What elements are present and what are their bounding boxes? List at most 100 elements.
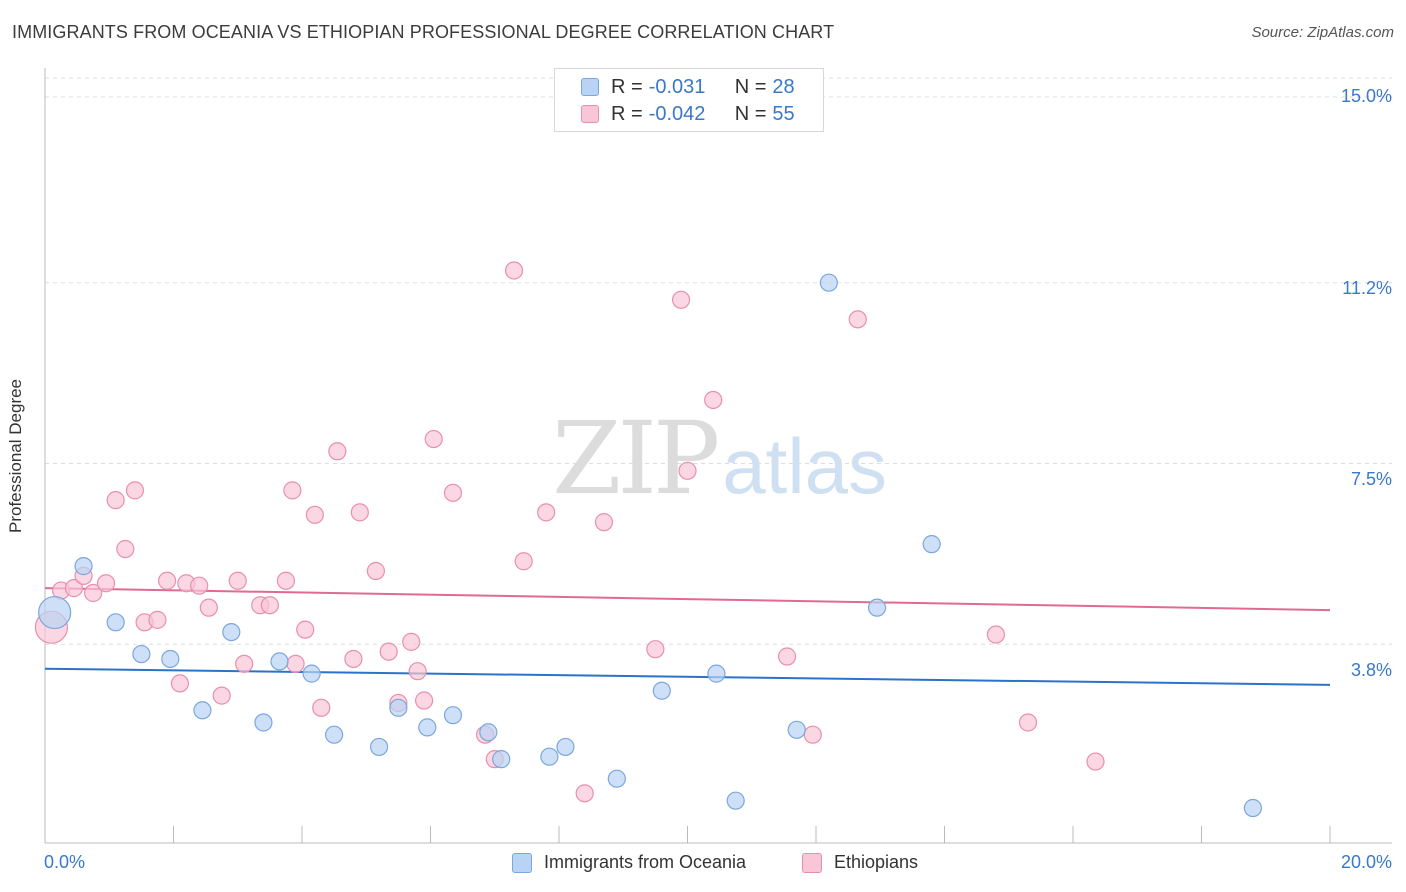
point-ethiopians xyxy=(96,574,116,593)
point-oceania xyxy=(106,613,125,632)
point-ethiopians xyxy=(212,686,231,705)
point-ethiopians xyxy=(260,596,279,615)
chart-title: IMMIGRANTS FROM OCEANIA VS ETHIOPIAN PRO… xyxy=(12,22,835,42)
point-oceania xyxy=(222,622,241,642)
point-oceania xyxy=(418,718,437,737)
point-ethiopians xyxy=(678,461,697,480)
pink-swatch xyxy=(802,852,822,873)
blue-swatch xyxy=(581,78,599,96)
point-ethiopians xyxy=(986,625,1006,644)
point-ethiopians xyxy=(157,571,177,590)
point-oceania xyxy=(325,725,344,744)
n-label: N = xyxy=(734,75,767,98)
point-ethiopians xyxy=(350,503,369,522)
point-oceania xyxy=(389,698,408,717)
point-ethiopians xyxy=(106,491,125,510)
point-ethiopians xyxy=(504,261,524,280)
point-oceania xyxy=(556,737,575,757)
point-ethiopians xyxy=(777,647,797,666)
point-oceania xyxy=(479,723,498,742)
data-points xyxy=(34,261,1263,818)
point-ethiopians xyxy=(537,503,556,522)
point-oceania xyxy=(867,598,887,617)
legend-row-oceania: R = -0.031 N = 28 xyxy=(581,76,795,98)
point-ethiopians xyxy=(424,429,443,449)
r-label: R = xyxy=(611,102,643,125)
legend-item-ethiopians[interactable]: Ethiopians xyxy=(802,852,918,873)
point-oceania xyxy=(1243,798,1263,818)
r-value: -0.031 xyxy=(648,75,706,98)
point-ethiopians xyxy=(803,725,822,744)
point-ethiopians xyxy=(443,483,463,502)
point-oceania xyxy=(270,652,289,671)
point-oceania xyxy=(607,769,626,788)
point-oceania xyxy=(652,681,671,700)
point-ethiopians xyxy=(170,674,190,693)
point-ethiopians xyxy=(1018,713,1038,732)
point-ethiopians xyxy=(286,654,305,673)
point-ethiopians xyxy=(379,642,398,661)
legend-item-oceania[interactable]: Immigrants from Oceania xyxy=(512,852,746,873)
legend-row-ethiopians: R = -0.042 N = 55 xyxy=(581,103,795,125)
point-ethiopians xyxy=(594,513,614,532)
point-ethiopians xyxy=(402,632,421,651)
point-oceania xyxy=(819,273,838,292)
point-ethiopians xyxy=(235,654,254,673)
point-oceania xyxy=(922,535,941,554)
point-oceania xyxy=(193,701,212,720)
point-ethiopians xyxy=(408,662,427,681)
point-ethiopians xyxy=(199,598,218,617)
correlation-legend: R = -0.031 N = 28 R = -0.042 N = 55 xyxy=(554,68,824,132)
trend-line-ethiopians xyxy=(44,587,1331,612)
point-oceania xyxy=(132,644,151,664)
point-ethiopians xyxy=(148,610,167,629)
source-label: Source: ZipAtlas.com xyxy=(1251,24,1394,41)
point-ethiopians xyxy=(704,390,723,410)
point-oceania xyxy=(540,747,559,766)
legend-label: Immigrants from Oceania xyxy=(544,852,747,872)
y-tick-label: 15.0% xyxy=(1340,86,1392,106)
point-ethiopians xyxy=(125,481,145,500)
n-label: N = xyxy=(734,102,767,125)
legend-label: Ethiopians xyxy=(834,852,919,872)
point-ethiopians xyxy=(305,505,324,524)
point-ethiopians xyxy=(276,571,296,590)
point-ethiopians xyxy=(646,640,665,659)
point-oceania xyxy=(492,750,511,769)
n-value: 28 xyxy=(772,75,795,98)
axes xyxy=(44,68,1392,844)
point-ethiopians xyxy=(671,290,691,309)
point-ethiopians xyxy=(190,576,209,595)
n-value: 55 xyxy=(772,102,795,125)
r-label: R = xyxy=(611,75,643,98)
series-legend: Immigrants from Oceania Ethiopians xyxy=(0,852,1406,878)
point-ethiopians xyxy=(283,481,302,500)
r-value: -0.042 xyxy=(648,102,706,125)
point-oceania xyxy=(443,706,463,725)
point-ethiopians xyxy=(84,583,103,603)
point-ethiopians xyxy=(514,552,533,571)
point-ethiopians xyxy=(1086,752,1105,771)
point-oceania xyxy=(254,713,273,732)
point-ethiopians xyxy=(848,310,867,329)
point-ethiopians xyxy=(344,649,363,669)
point-ethiopians xyxy=(296,620,315,639)
trend-line-oceania xyxy=(44,667,1331,686)
point-ethiopians xyxy=(228,571,247,590)
x-tick-label-max: 20.0% xyxy=(1340,852,1392,872)
blue-swatch xyxy=(512,852,532,873)
point-ethiopians xyxy=(414,691,434,710)
point-oceania xyxy=(74,557,93,576)
y-tick-label: 7.5% xyxy=(1350,469,1392,489)
trend-lines xyxy=(44,587,1331,686)
point-ethiopians xyxy=(366,561,385,581)
point-oceania xyxy=(787,720,806,739)
y-tick-label: 3.8% xyxy=(1350,660,1392,680)
point-oceania xyxy=(161,649,180,669)
x-tick-label-min: 0.0% xyxy=(44,852,86,872)
point-ethiopians xyxy=(312,698,331,717)
point-oceania xyxy=(707,664,726,683)
point-ethiopians xyxy=(575,784,594,803)
point-oceania xyxy=(302,664,321,683)
